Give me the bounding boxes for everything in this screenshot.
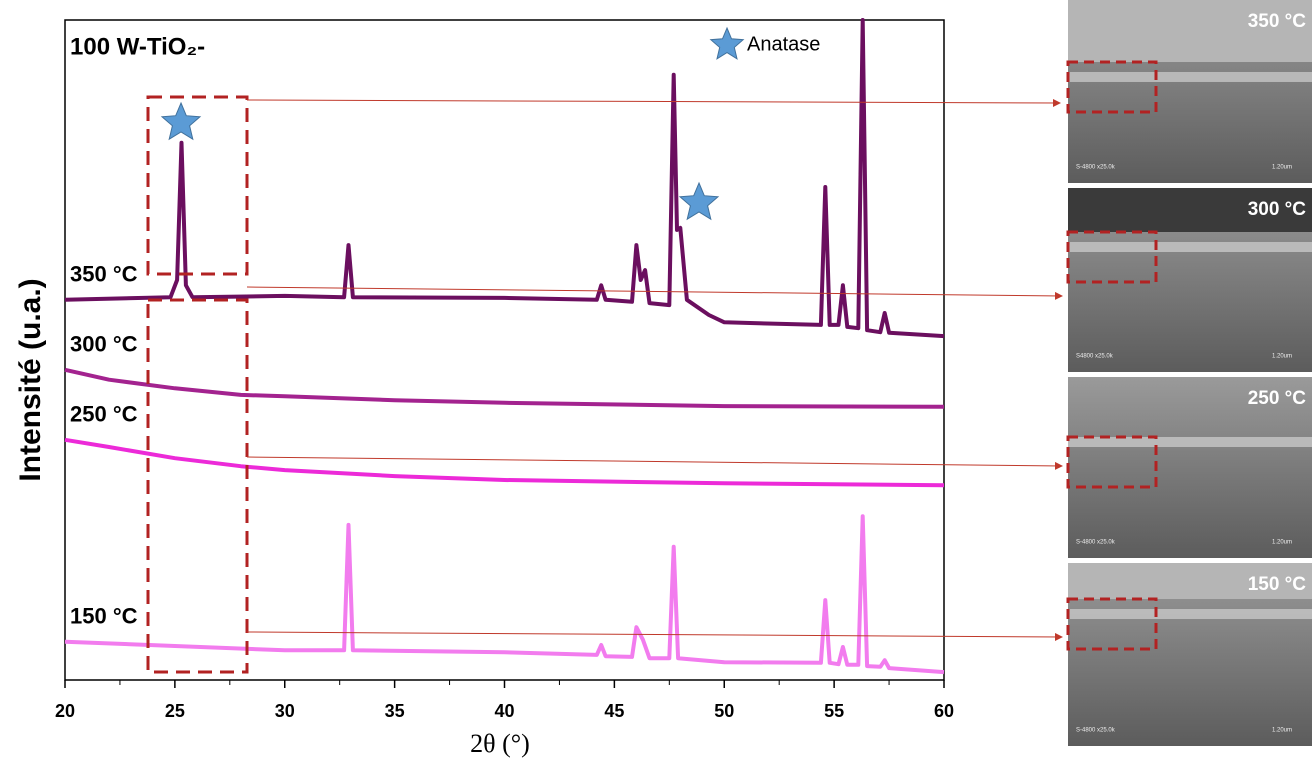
x-tick-label: 20: [55, 701, 75, 721]
image-label: 150 °C: [1248, 574, 1307, 595]
film-layer: [1068, 609, 1312, 619]
anatase-marker: [160, 101, 202, 141]
image-label: 300 °C: [1248, 199, 1307, 220]
anatase-marker: [678, 181, 720, 221]
arrow: [246, 456, 1063, 470]
sem-background: [1068, 563, 1312, 599]
series-line: [64, 367, 945, 409]
image-scale: 1.20um: [1272, 728, 1292, 734]
annotations: [146, 26, 1063, 674]
highlight-box: [1066, 60, 1158, 114]
x-tick-label: 50: [714, 701, 734, 721]
x-tick-label: 25: [165, 701, 185, 721]
series-line: [64, 514, 945, 675]
x-tick-label: 60: [934, 701, 954, 721]
image-caption: S-4800 x25.0k: [1076, 540, 1116, 546]
highlight-box: [1066, 230, 1158, 284]
highlight-box: [1066, 597, 1158, 651]
sem-image: [1068, 377, 1312, 558]
series-line: [64, 437, 945, 488]
sem-images: 350 °C S-4800 x25.0k 1.20um 300 °C S4800 x25…: [1066, 0, 1312, 746]
image-scale: 1.20um: [1272, 165, 1292, 171]
arrow: [246, 286, 1063, 300]
film-layer: [1068, 242, 1312, 252]
film-layer: [1068, 72, 1312, 82]
x-tick-label: 30: [275, 701, 295, 721]
x-tick-label: 55: [824, 701, 844, 721]
arrow: [246, 631, 1063, 641]
series-label: 150 °C: [70, 604, 138, 629]
series-label: 250 °C: [70, 402, 138, 427]
x-tick-label: 35: [385, 701, 405, 721]
x-tick-label: 40: [494, 701, 514, 721]
image-caption: S-4800 x25.0k: [1076, 728, 1116, 734]
image-caption: S4800 x25.0k: [1076, 354, 1114, 360]
highlight-box: [146, 95, 249, 276]
film-layer: [1068, 437, 1312, 447]
arrow: [246, 98, 1061, 107]
x-tick-label: 45: [604, 701, 624, 721]
x-axis-label: 2θ (°): [470, 729, 530, 758]
image-scale: 1.20um: [1272, 540, 1292, 546]
y-axis-label: Intensité (u.a.): [14, 278, 47, 481]
image-caption: S-4800 x25.0k: [1076, 165, 1116, 171]
series-label: 300 °C: [70, 332, 138, 357]
sem-background: [1068, 188, 1312, 232]
image-label: 250 °C: [1248, 388, 1307, 409]
image-label: 350 °C: [1248, 11, 1307, 32]
highlight-box: [146, 298, 249, 674]
sem-background: [1068, 0, 1312, 62]
legend-label: Anatase: [747, 33, 820, 55]
legend-marker: [709, 26, 745, 60]
chart-title: 100 W-TiO₂-: [70, 33, 205, 60]
series-label: 350 °C: [70, 262, 138, 287]
series-line: [64, 18, 945, 339]
image-scale: 1.20um: [1272, 354, 1292, 360]
plot: 20 25 30 35 40 45 50 55 60 350 °C 300 °C 250 °C 150 …: [55, 18, 954, 721]
highlight-box: [1066, 435, 1158, 489]
